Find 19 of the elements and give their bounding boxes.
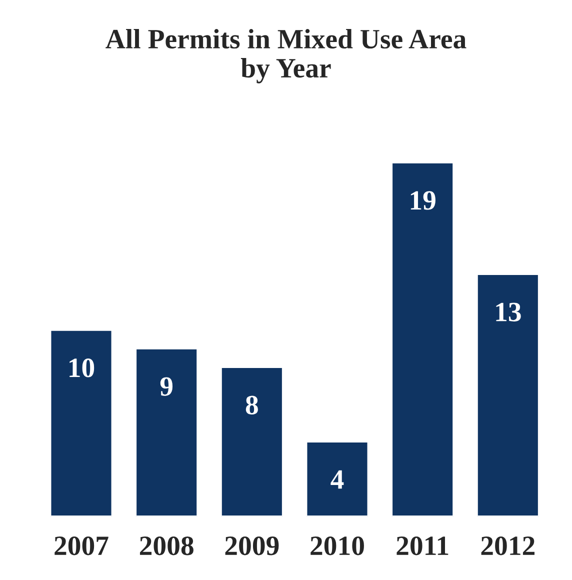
bar	[135, 348, 198, 516]
bar	[391, 162, 454, 516]
x-tick-label: 2011	[396, 536, 448, 556]
bar	[50, 329, 113, 516]
x-tick-label: 2010	[310, 536, 364, 556]
x-tick-label: 2009	[225, 536, 279, 556]
data-label: 13	[496, 302, 521, 322]
data-label: 19	[410, 191, 436, 210]
data-label: 10	[70, 358, 94, 378]
data-label: 9	[160, 377, 173, 396]
bar	[306, 441, 369, 516]
x-tick-label: 2008	[140, 536, 194, 556]
data-label: 4	[330, 470, 344, 489]
x-tick-label: 2007	[54, 536, 108, 556]
bar	[220, 366, 284, 516]
bar	[476, 274, 540, 516]
chart-title: All Permits in Mixed Use Area by Year	[106, 29, 466, 84]
x-tick-label: 2012	[481, 536, 534, 556]
data-label: 8	[246, 396, 258, 414]
